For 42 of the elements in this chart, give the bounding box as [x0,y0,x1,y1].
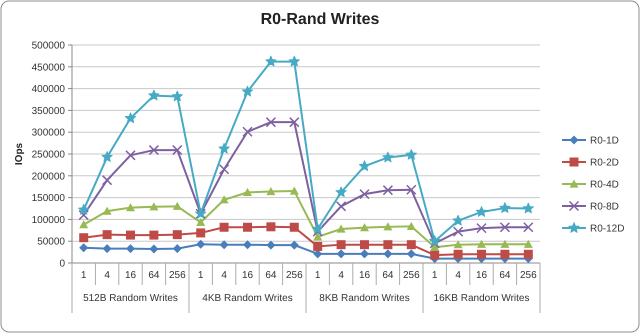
x-tick-label: 4 [104,270,110,281]
x-tick-label: 256 [286,270,304,281]
x-tick-label: 256 [168,270,186,281]
x-tick-label: 1 [314,270,321,281]
x-tick-label: 16 [358,270,370,281]
x-tick-label: 4 [221,270,228,281]
legend-label: R0-12D [590,224,624,234]
x-tick-label: 64 [148,270,160,281]
x-tick-label: 64 [265,270,277,281]
chart-title: R0-Rand Writes [260,11,380,28]
x-tick-label: 256 [402,270,420,281]
text: 512B Random Writes [83,293,178,304]
x-tick-label: 16 [124,270,136,281]
y-tick-label: 250000 [32,150,66,160]
x-tick-label: 1 [80,270,87,281]
legend-label: R0-1D [590,136,619,146]
y-tick-label: 500000 [32,40,66,52]
y-tick-label: 350000 [32,106,66,117]
y-tick-label: 0 [59,258,66,270]
legend-label: R0-8D [590,202,619,212]
y-tick-label: 400000 [32,84,66,96]
text: 16KB Random Writes [434,293,530,304]
x-tick-label: 4 [455,270,462,281]
legend-label: R0-4D [590,180,619,190]
x-tick-label: 64 [499,270,511,281]
x-tick-label: 64 [382,270,394,281]
text: 4KB Random Writes [202,293,293,304]
y-tick-label: 450000 [32,62,66,74]
x-tick-label: 16 [242,270,254,281]
y-tick-label: 150000 [32,193,66,204]
x-tick-label: 16 [476,270,488,281]
y-tick-label: 50000 [37,236,66,248]
x-tick-label: 256 [520,270,538,281]
y-tick-label: 200000 [32,171,66,182]
legend-label: R0-2D [590,158,619,168]
x-tick-label: 1 [432,270,438,281]
text: 8KB Random Writes [319,293,410,304]
y-tick-label: 300000 [32,128,66,139]
y-tick-label: 100000 [32,214,66,226]
x-tick-label: 4 [338,270,344,281]
x-tick-label: 1 [198,270,204,281]
y-axis-title: IOps [14,142,25,166]
